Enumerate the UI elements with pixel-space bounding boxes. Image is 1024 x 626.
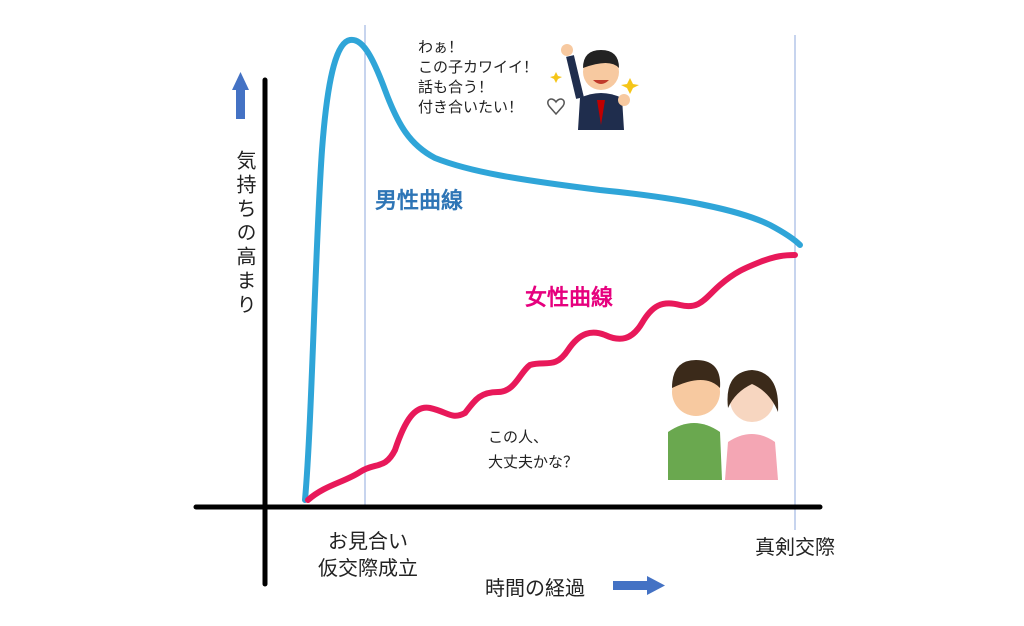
milestone-label: 仮交際成立 [318,556,418,580]
speech-text: 話も合う！ [418,78,493,96]
curve-label: 男性曲線 [375,188,463,214]
female-curve [305,252,798,503]
milestone-label: 真剣交際 [755,535,835,559]
right-arrow [613,576,665,595]
up-arrow [232,72,249,119]
curve-label: 女性曲線 [525,285,613,311]
y-axis-label: 気持ちの高まり [233,150,257,318]
man-illustration [550,44,639,130]
male-curve [302,36,803,503]
speech-text: 付き合いたい！ [418,98,523,116]
speech-text: この子カワイイ！ [418,58,538,76]
couple-illustration [668,360,779,480]
thought-text: 大丈夫かな？ [488,453,578,471]
speech-text: わぁ！ [418,38,463,56]
milestone-label: お見合い [328,529,408,553]
x-axis-label: 時間の経過 [485,576,585,600]
thought-text: この人、 [488,428,548,446]
heart-icon [547,98,565,116]
